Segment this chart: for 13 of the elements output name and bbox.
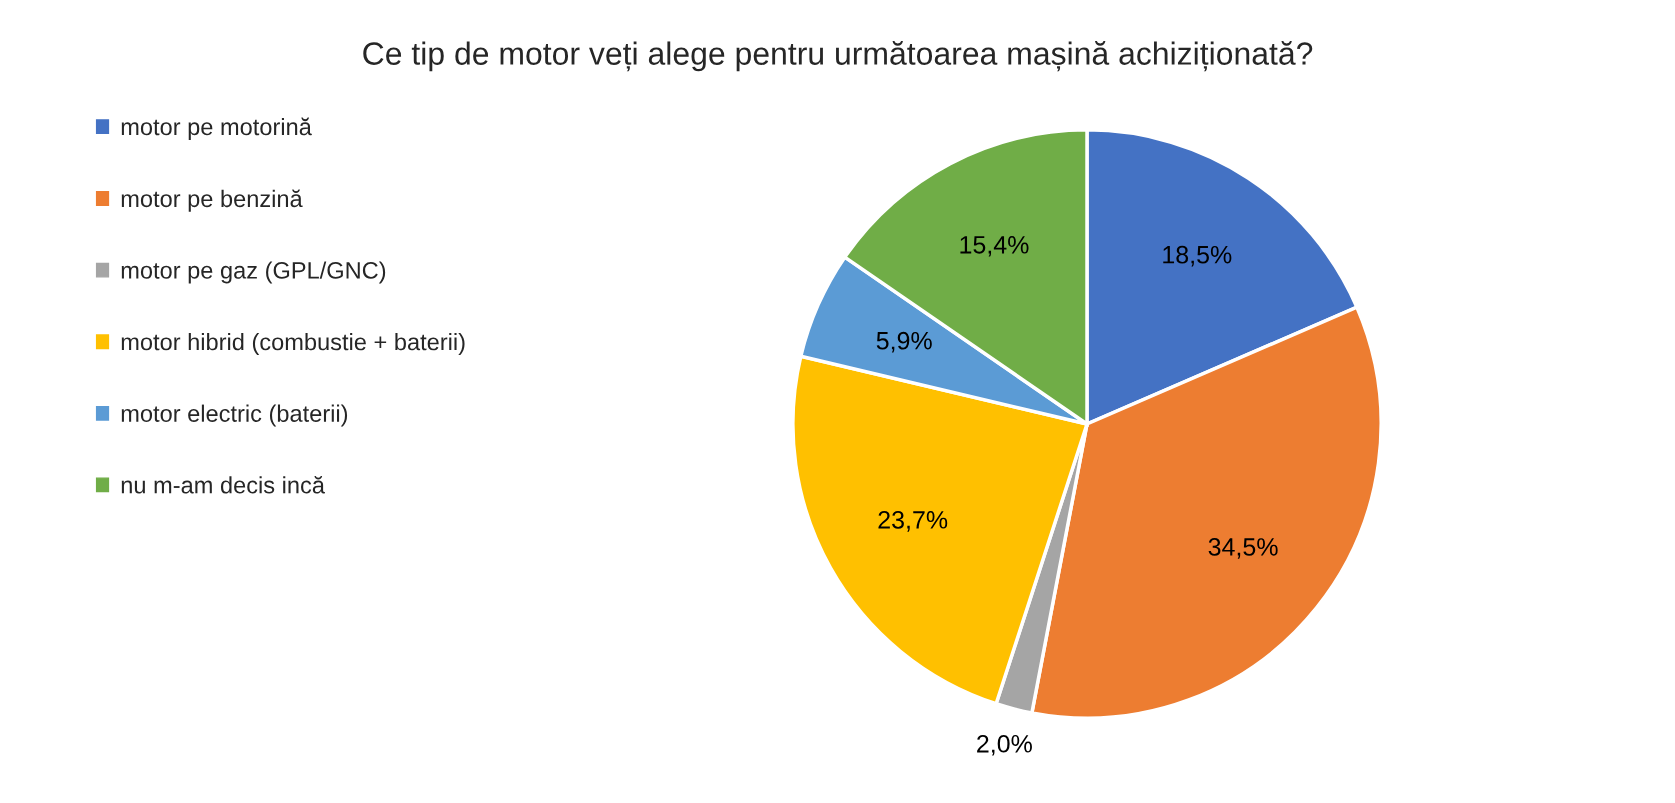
data-label: 2,0% xyxy=(977,734,1032,756)
data-label: 5,9% xyxy=(876,331,932,353)
legend-label: motor electric (baterii) xyxy=(121,404,348,427)
legend-label: motor pe benzină xyxy=(121,189,303,212)
data-label: 15,4% xyxy=(960,236,1029,257)
legend-label: motor pe motorină xyxy=(121,117,312,140)
legend-label: nu m-am decis incă xyxy=(121,475,325,494)
legend-label: motor hibrid (combustie + baterii) xyxy=(121,332,465,355)
data-label: 23,7% xyxy=(878,511,948,532)
data-label: 18,5% xyxy=(1163,245,1232,267)
data-label: 34,5% xyxy=(1208,538,1278,559)
legend-label: motor pe gaz (GPL/GNC) xyxy=(121,261,386,284)
chart-title: Ce tip de motor veți alege pentru următoarea mașină achiziționată? xyxy=(363,41,1313,72)
